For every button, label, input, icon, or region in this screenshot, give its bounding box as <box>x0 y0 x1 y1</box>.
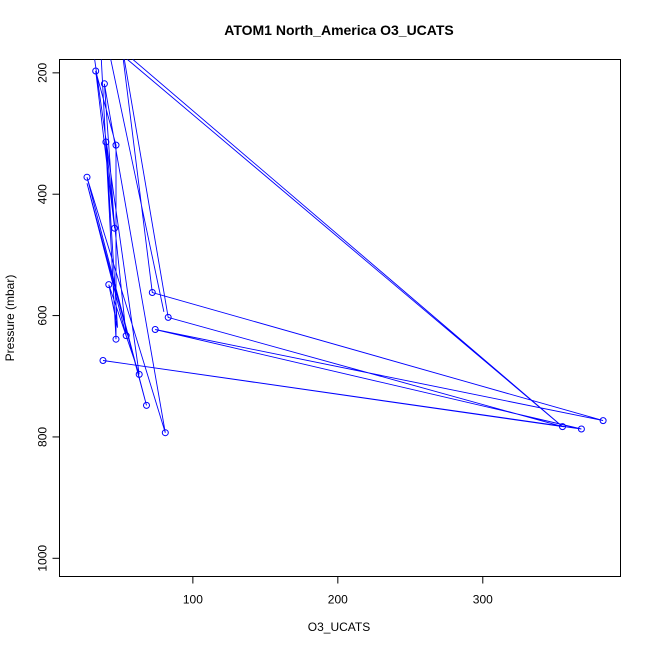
data-point <box>148 289 156 296</box>
data-point <box>143 401 150 409</box>
x-tick-label: 300 <box>473 593 493 607</box>
data-point <box>122 332 130 340</box>
data-point <box>83 173 91 181</box>
y-tick-label: 400 <box>36 184 50 204</box>
y-tick-label: 800 <box>36 427 50 447</box>
data-point <box>105 281 113 289</box>
data-point <box>164 313 172 321</box>
data-point <box>135 370 143 378</box>
data-point <box>151 326 159 333</box>
data-point <box>99 357 107 364</box>
data-point <box>111 224 119 232</box>
data-point <box>102 138 110 146</box>
y-tick-label: 200 <box>36 63 50 83</box>
x-tick-label: 100 <box>183 593 203 607</box>
x-tick-label: 200 <box>328 593 348 607</box>
series-o3-ucats <box>83 59 607 437</box>
data-point <box>599 417 607 425</box>
data-point <box>100 80 108 88</box>
data-point <box>92 67 100 75</box>
y-axis: 200 400 600 800 1000 <box>36 63 60 572</box>
y-axis-label: Pressure (mbar) <box>3 275 17 362</box>
data-point <box>112 141 120 149</box>
chart-title: ATOM1 North_America O3_UCATS <box>224 22 454 38</box>
data-point <box>577 425 585 433</box>
data-point <box>112 335 120 343</box>
x-axis: 100 200 300 <box>183 576 493 607</box>
y-tick-label: 600 <box>36 305 50 325</box>
data-point <box>161 429 169 437</box>
series-line <box>86 59 604 433</box>
y-tick-label: 1000 <box>36 545 50 572</box>
x-axis-label: O3_UCATS <box>308 620 370 634</box>
data-point <box>559 423 566 431</box>
plot-area <box>83 59 607 437</box>
plot-frame <box>59 59 621 577</box>
